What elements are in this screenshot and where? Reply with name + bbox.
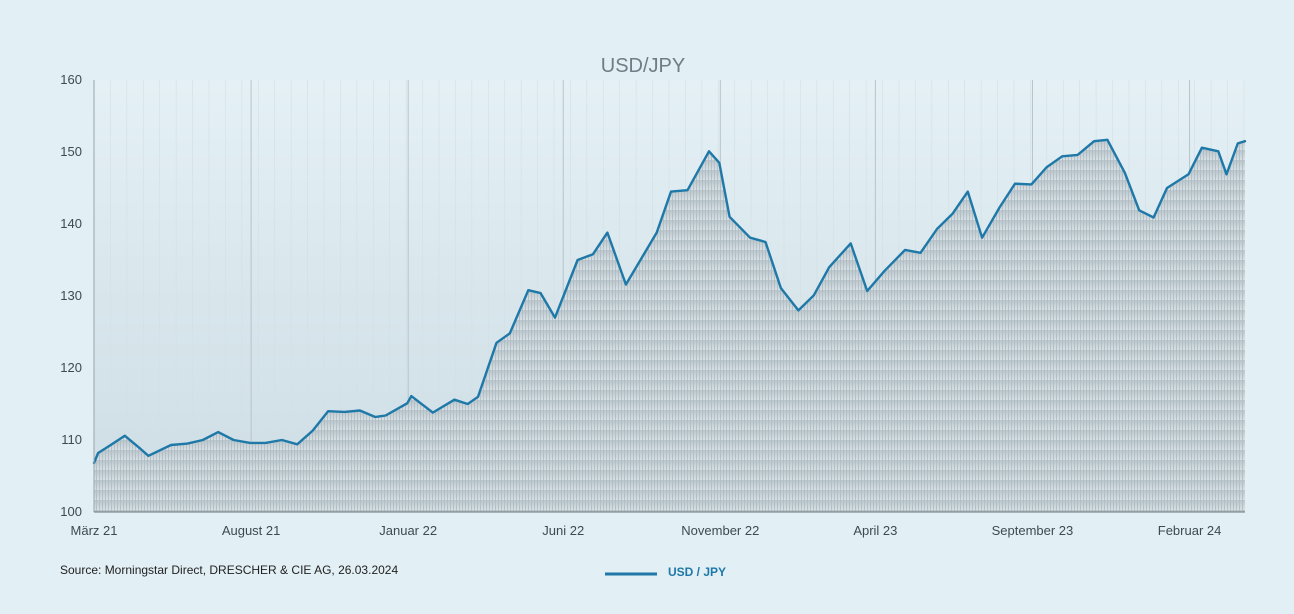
x-axis-ticks: März 21 August 21 Januar 22 Juni 22 November…	[71, 523, 1222, 538]
x-tick-label: Februar 24	[1158, 523, 1222, 538]
series-line-group	[92, 138, 1247, 465]
legend-label: USD / JPY	[668, 565, 726, 579]
usd-jpy-area	[94, 139, 1245, 513]
y-tick-label: 140	[60, 216, 82, 231]
chart-title: USD/JPY	[601, 55, 685, 77]
x-tick-label: März 21	[71, 523, 118, 538]
y-tick-label: 100	[60, 504, 82, 519]
x-tick-label: Januar 22	[379, 523, 437, 538]
x-tick-label: November 22	[681, 523, 759, 538]
x-tick-label: September 23	[992, 523, 1074, 538]
y-tick-label: 120	[60, 360, 82, 375]
legend: USD / JPY	[605, 565, 726, 579]
x-tick-label: Juni 22	[542, 523, 584, 538]
y-axis-ticks: 100 110 120 130 140 150 160	[60, 72, 82, 519]
y-tick-label: 150	[60, 144, 82, 159]
y-tick-label: 160	[60, 72, 82, 87]
y-tick-label: 110	[61, 432, 82, 447]
y-tick-label: 130	[60, 288, 82, 303]
source-note: Source: Morningstar Direct, DRESCHER & C…	[60, 563, 398, 577]
area-fill	[94, 139, 1245, 513]
x-tick-label: August 21	[222, 523, 281, 538]
x-tick-label: April 23	[853, 523, 897, 538]
